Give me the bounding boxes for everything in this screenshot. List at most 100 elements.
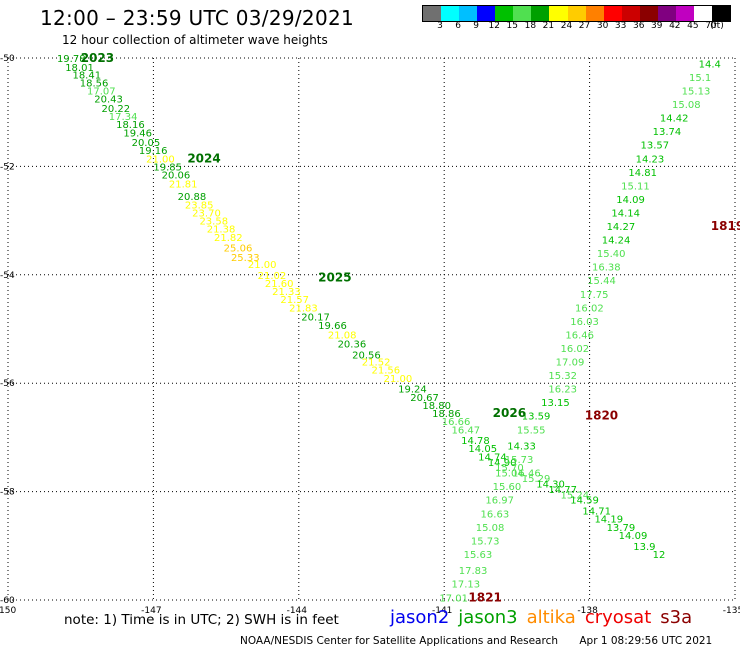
wave-height-value: 19.46 [123, 128, 152, 139]
x-tick-label: -138 [577, 606, 598, 616]
wave-height-value: 19.24 [398, 385, 427, 396]
wave-height-value: 17.01 [439, 593, 468, 604]
wave-height-value: 21.81 [169, 180, 198, 191]
wave-height-value: 13.15 [541, 398, 570, 409]
y-tick-label: -54 [0, 271, 15, 281]
wave-height-value: 21.33 [272, 287, 301, 298]
grid-lines [7, 57, 736, 601]
color-swatch [477, 6, 496, 21]
legend-item-jason2: jason2 [390, 607, 450, 628]
timestamp: Apr 1 08:29:56 UTC 2021 [579, 635, 713, 647]
satellite-legend: jason2 jason3 altika cryosat s3a [390, 607, 701, 628]
color-swatch [531, 6, 550, 21]
color-scale-label: 33 [614, 21, 627, 31]
wave-height-value: 20.36 [338, 340, 367, 351]
wave-height-value: 15.24 [561, 490, 590, 501]
chart-subtitle: 12 hour collection of altimeter wave hei… [62, 33, 328, 47]
color-swatch [675, 6, 694, 21]
pass-number-label: 2024 [187, 151, 220, 165]
wave-height-value: 15.32 [548, 371, 577, 382]
wave-height-value: 16.97 [485, 496, 514, 507]
wave-height-value: 19.78 [57, 54, 86, 65]
wave-height-value: 16.03 [570, 317, 599, 328]
color-scale-label: 70 [705, 21, 717, 31]
y-tick-label: -50 [0, 54, 15, 64]
wave-height-value: 14.78 [461, 436, 490, 447]
wave-height-value: 15.29 [522, 474, 551, 485]
color-scale-label: (ft) [710, 21, 724, 31]
color-swatch [657, 6, 676, 21]
color-swatch [585, 6, 604, 21]
color-swatch [567, 6, 586, 21]
y-tick-label: -60 [0, 596, 15, 606]
color-swatch [495, 6, 514, 21]
wave-height-value: 15.1 [689, 73, 711, 84]
wave-height-value: 12 [653, 550, 666, 561]
pass-number-label: 2025 [318, 271, 351, 285]
wave-height-value: 14.14 [611, 208, 640, 219]
color-scale-bar [422, 5, 731, 22]
x-tick-label: -144 [287, 606, 308, 616]
color-swatch [459, 6, 478, 21]
wave-height-value: 15.73 [505, 455, 534, 466]
wave-height-value: 19.16 [139, 146, 168, 157]
wave-height-value: 16.02 [561, 344, 590, 355]
wave-height-value: 16.46 [512, 469, 541, 480]
wave-height-value: 20.43 [94, 95, 123, 106]
wave-height-value: 14.09 [619, 531, 648, 542]
wave-height-value: 14.27 [607, 222, 636, 233]
wave-height-value: 18.41 [72, 70, 101, 81]
color-scale-label: 12 [488, 21, 500, 31]
wave-height-value: 17.13 [451, 580, 480, 591]
legend-item-jason3: jason3 [458, 607, 518, 628]
pass-number-label: 2026 [493, 406, 526, 420]
wave-height-value: 15.08 [672, 100, 701, 111]
wave-height-value: 13.57 [640, 141, 669, 152]
wave-height-value: 14.19 [594, 515, 623, 526]
axis-tick-labels: -150 -147 -144 -141 -138 -135 -50 -52 -54 -56 -58 -… [0, 54, 740, 616]
pass-number-label: 1821 [468, 590, 501, 604]
color-swatch [441, 6, 460, 21]
wave-height-value: 15.40 [597, 249, 626, 260]
color-scale-label: 6 [455, 21, 461, 31]
wave-height-value: 18.16 [116, 120, 145, 131]
wave-height-value: 17.83 [459, 566, 488, 577]
color-scale-label: 15 [506, 21, 519, 31]
wave-height-value: 20.56 [352, 350, 381, 361]
wave-height-value: 17.07 [87, 87, 116, 98]
color-scale-label: 21 [542, 21, 555, 31]
color-scale-label: 36 [632, 21, 645, 31]
y-tick-label: -56 [0, 379, 15, 389]
wave-height-value: 16.38 [592, 263, 621, 274]
wave-height-value: 20.06 [162, 171, 191, 182]
wave-height-value: 23.58 [199, 217, 228, 228]
wave-height-value: 14.71 [582, 507, 611, 518]
wave-height-value: 14.33 [507, 442, 536, 453]
wave-height-value: 21.38 [207, 225, 236, 236]
wave-height-value: 14.05 [468, 444, 497, 455]
wave-height-value: 21.02 [258, 271, 287, 282]
color-swatch [513, 6, 532, 21]
wave-height-value: 15.13 [682, 87, 711, 98]
wave-height-value: 13.74 [653, 127, 682, 138]
color-scale-label: 42 [669, 21, 681, 31]
wave-height-value: 23.85 [185, 200, 214, 211]
wave-height-value: 15.63 [464, 550, 493, 561]
wave-height-value: 25.33 [231, 253, 260, 264]
x-tick-label: -141 [432, 606, 452, 616]
wave-height-value: 16.23 [548, 385, 577, 396]
wave-height-value: 14.23 [636, 154, 665, 165]
wave-height-value: 20.17 [301, 313, 330, 324]
color-swatch [549, 6, 568, 21]
wave-height-value: 18.01 [65, 63, 94, 74]
legend-item-cryosat: cryosat [584, 607, 652, 628]
wave-height-value: 14.30 [536, 479, 565, 490]
wave-height-value: 15.60 [493, 482, 522, 493]
wave-height-value: 14.90 [488, 458, 517, 469]
credit-text: NOAA/NESDIS Center for Satellite Applica… [240, 635, 558, 647]
wave-height-value: 16.66 [442, 417, 471, 428]
pass-number-labels: 2023 2024 2025 2026 1821 1820 1819 [81, 51, 740, 604]
wave-height-value: 17.09 [556, 358, 585, 369]
wave-height-value: 20.22 [102, 104, 131, 115]
